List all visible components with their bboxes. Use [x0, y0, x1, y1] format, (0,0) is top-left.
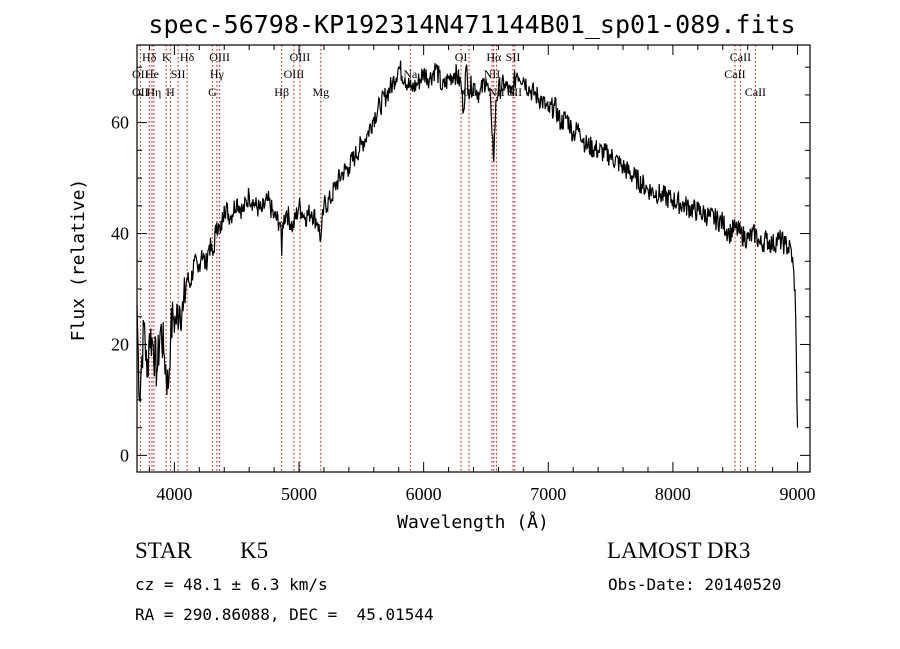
x-tick-label: 7000	[530, 484, 566, 504]
line-marker-label: OIII	[209, 50, 230, 64]
x-tick-label: 5000	[281, 484, 317, 504]
line-markers	[139, 45, 756, 472]
survey-name: LAMOST DR3	[607, 538, 751, 563]
x-tick-label: 9000	[780, 484, 816, 504]
y-tick-label: 0	[120, 445, 129, 465]
coordinates-info: RA = 290.86088, DEC = 45.01544	[135, 605, 434, 624]
line-marker-label: He	[145, 67, 159, 81]
line-marker-label: SII	[171, 67, 186, 81]
y-axis-label: Flux (relative)	[68, 179, 89, 342]
y-tick-label: 20	[111, 334, 129, 354]
chart-title: spec-56798-KP192314N471144B01_sp01-089.f…	[148, 10, 795, 39]
line-marker-label: Hδ	[180, 50, 195, 64]
line-marker-label: OII	[132, 85, 149, 99]
line-marker-label: Mg	[312, 85, 329, 99]
y-axis-ticks: 0 20 40 60	[111, 66, 810, 465]
x-tick-label: 4000	[156, 484, 192, 504]
line-marker-label: Hη	[146, 85, 161, 99]
line-marker-label: CaII	[724, 67, 745, 81]
line-marker-label: Hδ	[142, 50, 157, 64]
line-marker-label: CaII	[730, 50, 751, 64]
line-marker-label: G	[208, 85, 217, 99]
line-marker-label: CaII	[745, 85, 766, 99]
line-marker-label: SII	[506, 50, 521, 64]
y-tick-label: 40	[111, 224, 129, 244]
x-tick-label: 6000	[406, 484, 442, 504]
line-marker-label: NII	[484, 67, 501, 81]
line-marker-label: OII	[132, 67, 149, 81]
object-subclass: K5	[240, 538, 269, 563]
observation-date: Obs-Date: 20140520	[608, 575, 782, 594]
object-class: STAR	[135, 538, 192, 563]
line-marker-label: Hα	[486, 50, 502, 64]
redshift-info: cz = 48.1 ± 6.3 km/s	[135, 575, 328, 594]
line-marker-label: Hγ	[210, 67, 225, 81]
line-marker-label: Hβ	[274, 85, 289, 99]
spectrum-line	[136, 60, 799, 428]
x-axis-label: Wavelength (Å)	[397, 511, 549, 533]
line-marker-label: OI	[455, 50, 468, 64]
x-axis-ticks: 4000 5000 6000 7000 8000 9000	[148, 45, 816, 504]
y-tick-label: 60	[111, 113, 129, 133]
line-marker-label: Na	[403, 67, 418, 81]
x-tick-label: 8000	[655, 484, 691, 504]
line-marker-label: OIII	[284, 67, 305, 81]
line-marker-label: K	[162, 50, 171, 64]
line-marker-label: H	[166, 85, 175, 99]
line-marker-label: OIII	[290, 50, 311, 64]
